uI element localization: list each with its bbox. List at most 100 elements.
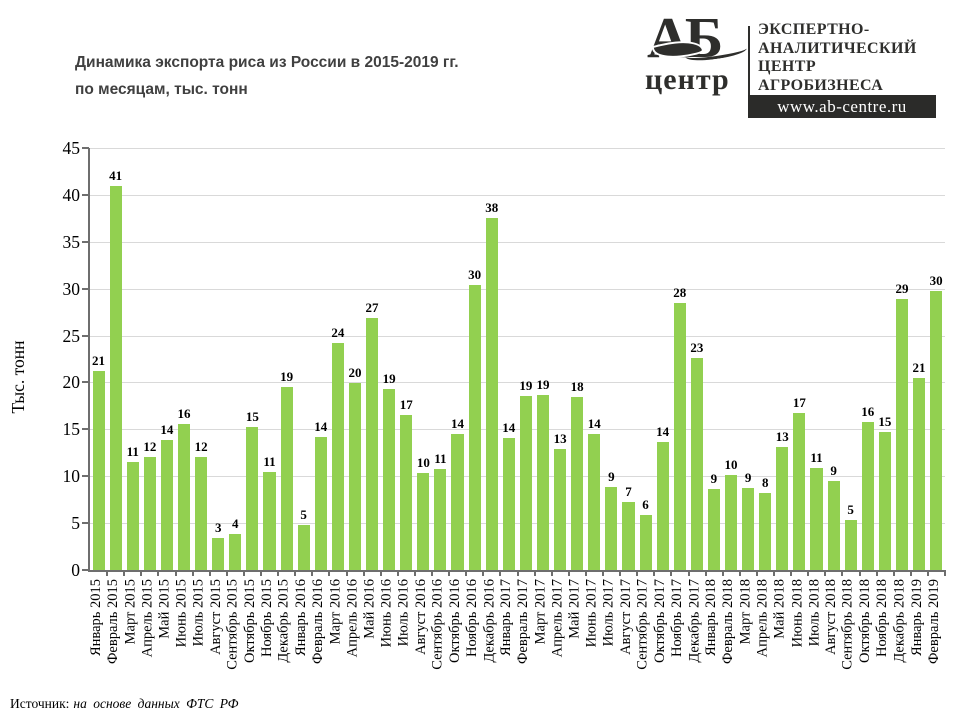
bar-value-label: 5 xyxy=(847,502,854,518)
x-label-cell: Февраль 2018 xyxy=(720,579,737,697)
x-label-cell: Октябрь 2015 xyxy=(242,579,259,697)
bar-cell: 24 xyxy=(329,148,346,570)
bar xyxy=(690,358,703,570)
x-axis-tick xyxy=(584,570,587,576)
bar xyxy=(109,185,122,570)
x-axis-tick-label: Август 2016 xyxy=(412,579,429,655)
x-axis-tick xyxy=(396,570,399,576)
x-axis-tick-label: Август 2018 xyxy=(823,579,840,655)
x-axis-tick xyxy=(670,570,673,576)
source-note: Источник: на основе данных ФТС РФ xyxy=(10,696,238,712)
bar-cell: 9 xyxy=(825,148,842,570)
x-label-cell: Май 2017 xyxy=(567,579,584,697)
x-axis-tick xyxy=(140,570,143,576)
bar xyxy=(297,525,310,570)
x-label-cell: Май 2015 xyxy=(156,579,173,697)
bar-cell: 9 xyxy=(740,148,757,570)
x-axis-tick-label: Апрель 2017 xyxy=(549,579,566,658)
x-label-cell: Июнь 2018 xyxy=(789,579,806,697)
bar-cell: 38 xyxy=(483,148,500,570)
x-label-cell: Ноябрь 2017 xyxy=(669,579,686,697)
bar xyxy=(143,456,156,570)
bar xyxy=(793,413,806,570)
x-axis-tick xyxy=(499,570,502,576)
bar-value-label: 30 xyxy=(468,266,482,282)
x-axis-tick-label: Июль 2018 xyxy=(805,579,822,647)
bar-value-label: 14 xyxy=(656,423,670,439)
y-axis-tick-label: 20 xyxy=(62,372,81,393)
x-axis-tick-label: Сентябрь 2016 xyxy=(429,579,446,670)
bar-value-label: 27 xyxy=(365,299,379,315)
bar-cell: 19 xyxy=(381,148,398,570)
bar xyxy=(400,415,413,570)
x-label-cell: Март 2017 xyxy=(532,579,549,697)
x-axis-tick xyxy=(533,570,536,576)
y-axis-tick-label: 30 xyxy=(62,278,81,299)
x-label-cell: Октябрь 2018 xyxy=(857,579,874,697)
bar-value-label: 38 xyxy=(485,200,499,216)
y-axis-tick-label: 15 xyxy=(62,419,81,440)
logo-abbr-sub-text: центр xyxy=(645,63,730,96)
bar-value-label: 18 xyxy=(570,379,584,395)
x-axis-tick xyxy=(225,570,228,576)
x-axis-tick-label: Октябрь 2015 xyxy=(241,579,258,664)
bar-cell: 17 xyxy=(791,148,808,570)
x-label-cell: Сентябрь 2017 xyxy=(635,579,652,697)
x-axis-tick-label: Август 2015 xyxy=(207,579,224,655)
bar-value-label: 8 xyxy=(761,475,769,491)
x-label-cell: Июль 2017 xyxy=(601,579,618,697)
bar-cell: 30 xyxy=(928,148,945,570)
x-label-cell: Март 2018 xyxy=(738,579,755,697)
x-axis-tick-label: Апрель 2016 xyxy=(344,579,361,658)
x-label-cell: Декабрь 2018 xyxy=(891,579,908,697)
x-axis-tick-label: Октябрь 2017 xyxy=(652,579,669,664)
bar-value-label: 14 xyxy=(160,421,174,437)
bar-value-label: 21 xyxy=(92,353,106,369)
x-label-cell: Сентябрь 2016 xyxy=(430,579,447,697)
x-axis-tick-label: Август 2017 xyxy=(617,579,634,655)
bar-cell: 10 xyxy=(415,148,432,570)
bar-value-label: 9 xyxy=(608,468,615,484)
x-label-cell: Февраль 2015 xyxy=(105,579,122,697)
logo-org-name: ЭКСПЕРТНО- АНАЛИТИЧЕСКИЙ ЦЕНТР АГРОБИЗНЕ… xyxy=(758,21,917,94)
x-axis-tick xyxy=(123,570,126,576)
bar-value-label: 14 xyxy=(587,416,601,432)
bar-cell: 8 xyxy=(757,148,774,570)
bar-value-label: 4 xyxy=(232,516,239,532)
y-axis-tick-labels: 0 5 10 15 20 25 30 35 40 45 xyxy=(0,138,81,580)
y-axis-tick xyxy=(82,193,89,196)
gridline xyxy=(90,194,945,196)
x-label-cell: Январь 2017 xyxy=(498,579,515,697)
x-label-cell: Август 2018 xyxy=(823,579,840,697)
x-axis-tick xyxy=(619,570,622,576)
x-axis-tick-label: Октябрь 2018 xyxy=(857,579,874,664)
bar xyxy=(895,298,908,570)
bar-value-label: 10 xyxy=(724,457,738,473)
x-label-cell: Июнь 2017 xyxy=(584,579,601,697)
bar xyxy=(126,462,139,570)
x-axis-tick-label: Сентябрь 2017 xyxy=(635,579,652,670)
x-axis-tick xyxy=(738,570,741,576)
bar xyxy=(160,439,173,570)
bar-cell: 4 xyxy=(227,148,244,570)
x-axis-tick-labels: Январь 2015 Февраль 2015 Март 2015 Апрель 2… xyxy=(88,579,943,697)
x-axis-tick xyxy=(277,570,280,576)
bar xyxy=(742,488,755,570)
bar-value-label: 12 xyxy=(194,438,208,454)
x-label-cell: Апрель 2015 xyxy=(139,579,156,697)
x-axis-tick-label: Июнь 2016 xyxy=(378,579,395,648)
bar-cell: 14 xyxy=(312,148,329,570)
bar xyxy=(519,395,532,570)
bar-value-label: 11 xyxy=(434,450,447,466)
x-axis-tick xyxy=(773,570,775,576)
gridline xyxy=(90,382,945,384)
bar-value-label: 17 xyxy=(399,397,413,413)
bar xyxy=(383,389,396,570)
x-axis-tick-label: Март 2018 xyxy=(737,579,754,645)
x-axis-tick xyxy=(413,570,416,576)
bar-value-label: 21 xyxy=(912,359,926,375)
y-axis-tick xyxy=(82,147,89,149)
x-label-cell: Сентябрь 2015 xyxy=(225,579,242,697)
gridline xyxy=(90,335,945,337)
